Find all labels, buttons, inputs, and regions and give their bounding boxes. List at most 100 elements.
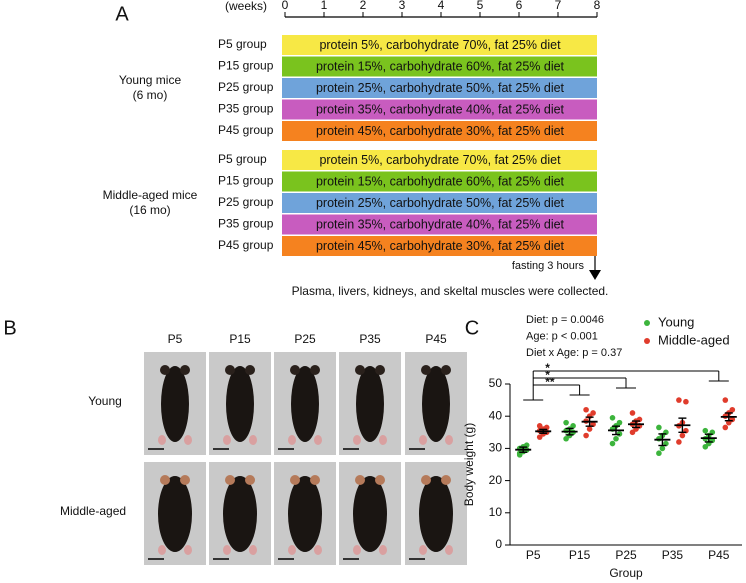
mouse-foot [379,545,387,555]
data-point [590,410,596,416]
mouse-ear [375,365,385,375]
mouse-body [223,476,257,552]
column-label: P25 [294,332,316,346]
row-label: Young [88,394,122,408]
week-label: 3 [399,0,406,12]
mouse-ear [441,365,451,375]
mouse-body [356,366,384,442]
row-label: Middle-aged [60,504,126,518]
legend-marker [644,338,650,344]
significance-label: * [545,368,550,382]
mouse-body [226,366,254,442]
data-point [609,440,616,447]
mouse-foot [353,435,361,445]
mouse-body [422,366,450,442]
mouse-ear [375,475,385,485]
diet-bar [282,214,597,235]
legend-label: Young [658,314,694,329]
mouse-ear [355,475,365,485]
stat-annotation: Diet x Age: p = 0.37 [526,347,622,359]
data-point [683,398,689,405]
mouse-foot [419,545,427,555]
group-name: P25 group [218,80,274,94]
x-tick-label: P35 [662,548,684,562]
mouse-foot [184,435,192,445]
mouse-foot [184,545,192,555]
mouse-ear [355,365,365,375]
y-tick-label: 40 [489,408,503,422]
data-point [583,432,589,439]
mouse-foot [158,435,166,445]
diet-label: protein 5%, carbohydrate 70%, fat 25% di… [319,153,561,167]
week-label: 1 [321,0,328,12]
diet-label: protein 35%, carbohydrate 40%, fat 25% d… [316,102,565,116]
data-point [613,435,619,442]
data-point [679,432,686,439]
mouse-ear [160,475,170,485]
diet-bar [282,56,597,77]
diet-label: protein 15%, carbohydrate 60%, fat 25% d… [316,174,565,188]
diet-label: protein 45%, carbohydrate 30%, fat 25% d… [316,239,565,253]
diet-label: protein 15%, carbohydrate 60%, fat 25% d… [316,59,565,73]
week-label: 5 [477,0,484,12]
x-axis-title: Group [609,566,643,580]
mouse-ear [245,365,255,375]
data-point [656,450,662,457]
data-point [583,406,589,413]
mouse-ear [225,475,235,485]
data-point [729,406,736,413]
data-point [659,445,666,452]
data-point [586,426,593,432]
y-tick-label: 10 [489,505,503,519]
data-point [702,427,709,434]
data-point [616,419,623,426]
fasting-label: fasting 3 hours [512,260,585,272]
week-label: 4 [438,0,445,12]
weeks-label: (weeks) [225,0,267,13]
cohort-age: (6 mo) [133,88,168,102]
mouse-body [291,366,319,442]
mouse-body [158,476,192,552]
mouse-ear [225,365,235,375]
y-tick-label: 0 [495,537,502,551]
data-point [563,419,569,426]
x-tick-label: P5 [526,548,541,562]
mouse-body [419,476,453,552]
group-name: P15 group [218,174,274,188]
data-point [516,452,523,458]
mouse-foot [314,545,322,555]
mouse-foot [223,435,231,445]
column-label: P45 [425,332,447,346]
legend-label: Middle-aged [658,332,730,347]
mouse-foot [419,435,427,445]
diet-label: protein 35%, carbohydrate 40%, fat 25% d… [316,217,565,231]
data-point [536,423,543,429]
week-label: 2 [360,0,367,12]
diet-label: protein 25%, carbohydrate 50%, fat 25% d… [316,196,565,210]
mouse-foot [288,545,296,555]
x-tick-label: P25 [615,548,637,562]
week-label: 0 [282,0,289,12]
significance-label: * [545,361,550,375]
diet-bar [282,236,597,256]
legend-marker [644,320,650,326]
mouse-foot [445,545,453,555]
mouse-foot [379,435,387,445]
mouse-ear [310,365,320,375]
mouse-ear [421,475,431,485]
diet-bar [282,78,597,98]
mouse-body [288,476,322,552]
week-label: 8 [594,0,601,12]
data-point [722,397,729,403]
mouse-ear [310,475,320,485]
y-tick-label: 30 [489,441,503,455]
diet-bar [282,171,597,192]
panel-label: C [465,317,479,339]
mouse-foot [288,435,296,445]
mouse-foot [158,545,166,555]
data-point [676,439,682,445]
group-name: P35 group [218,217,274,231]
mouse-body [353,476,387,552]
diet-bar [282,35,597,55]
